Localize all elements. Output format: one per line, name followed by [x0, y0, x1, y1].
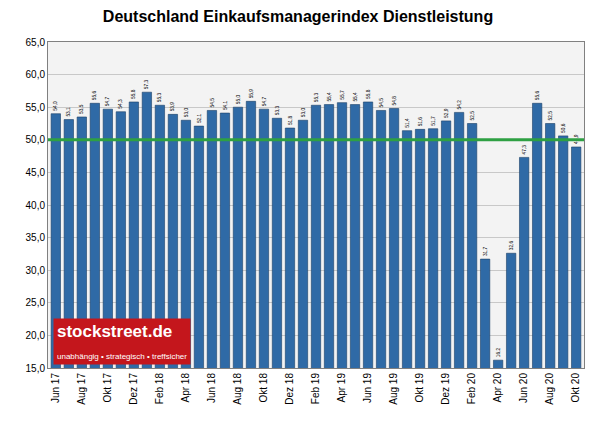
- svg-text:55,9: 55,9: [249, 89, 254, 99]
- svg-text:20,0: 20,0: [26, 330, 46, 341]
- svg-text:54,1: 54,1: [223, 100, 228, 110]
- svg-text:54,8: 54,8: [392, 96, 397, 106]
- svg-text:Jun 17: Jun 17: [50, 373, 61, 403]
- svg-text:55,4: 55,4: [327, 92, 332, 102]
- svg-text:25,0: 25,0: [26, 297, 46, 308]
- svg-text:52,5: 52,5: [548, 111, 553, 121]
- svg-text:55,0: 55,0: [236, 95, 241, 105]
- svg-text:35,0: 35,0: [26, 232, 46, 243]
- svg-text:52,9: 52,9: [444, 108, 449, 118]
- svg-text:Apr 20: Apr 20: [492, 373, 503, 403]
- svg-text:54,7: 54,7: [262, 96, 267, 106]
- svg-text:47,3: 47,3: [522, 145, 527, 155]
- svg-text:53,5: 53,5: [79, 104, 84, 114]
- svg-text:51,6: 51,6: [418, 117, 423, 127]
- svg-text:Aug 18: Aug 18: [232, 373, 243, 405]
- svg-text:Aug 19: Aug 19: [388, 373, 399, 405]
- svg-text:Jun 18: Jun 18: [206, 373, 217, 403]
- svg-text:45,0: 45,0: [26, 167, 46, 178]
- svg-text:54,0: 54,0: [53, 101, 58, 111]
- svg-text:52,5: 52,5: [470, 111, 475, 121]
- svg-text:55,3: 55,3: [157, 93, 162, 103]
- svg-text:15,0: 15,0: [26, 363, 46, 374]
- svg-text:57,3: 57,3: [144, 80, 149, 90]
- svg-text:Okt 17: Okt 17: [102, 373, 113, 403]
- svg-text:53,0: 53,0: [184, 108, 189, 118]
- svg-text:55,7: 55,7: [340, 90, 345, 100]
- svg-text:50,0: 50,0: [26, 134, 46, 145]
- svg-text:Okt 19: Okt 19: [414, 373, 425, 403]
- svg-text:55,6: 55,6: [535, 91, 540, 101]
- svg-text:Dez 17: Dez 17: [128, 373, 139, 405]
- svg-text:51,8: 51,8: [288, 115, 293, 125]
- svg-text:Aug 17: Aug 17: [76, 373, 87, 405]
- svg-text:65,0: 65,0: [26, 37, 46, 48]
- svg-text:51,7: 51,7: [431, 116, 436, 126]
- svg-text:Feb 19: Feb 19: [310, 373, 321, 405]
- svg-text:48,9: 48,9: [574, 134, 579, 144]
- svg-text:stockstreet.deunabhängig • str: stockstreet.deunabhängig • strategisch •…: [57, 322, 187, 361]
- svg-text:40,0: 40,0: [26, 200, 46, 211]
- svg-text:Jun 20: Jun 20: [518, 373, 529, 403]
- svg-text:53,0: 53,0: [301, 108, 306, 118]
- svg-text:55,8: 55,8: [366, 89, 371, 99]
- svg-text:54,2: 54,2: [457, 100, 462, 110]
- svg-text:55,6: 55,6: [92, 91, 97, 101]
- svg-text:Dez 18: Dez 18: [284, 373, 295, 405]
- svg-text:50,6: 50,6: [561, 123, 566, 133]
- svg-text:16,2: 16,2: [496, 347, 501, 357]
- svg-text:30,0: 30,0: [26, 265, 46, 276]
- svg-text:60,0: 60,0: [26, 69, 46, 80]
- svg-text:53,3: 53,3: [275, 106, 280, 116]
- svg-text:Okt 18: Okt 18: [258, 373, 269, 403]
- svg-text:31,7: 31,7: [483, 246, 488, 256]
- svg-text:53,9: 53,9: [170, 102, 175, 112]
- svg-text:Feb 18: Feb 18: [154, 373, 165, 405]
- svg-text:52,1: 52,1: [197, 113, 202, 123]
- svg-text:54,5: 54,5: [379, 98, 384, 108]
- svg-text:53,1: 53,1: [66, 107, 71, 117]
- svg-text:55,8: 55,8: [131, 89, 136, 99]
- svg-text:32,6: 32,6: [509, 241, 514, 251]
- svg-text:Okt 20: Okt 20: [570, 373, 581, 403]
- svg-text:Aug 20: Aug 20: [544, 373, 555, 405]
- svg-text:55,4: 55,4: [353, 92, 358, 102]
- svg-text:Feb 20: Feb 20: [466, 373, 477, 405]
- svg-text:54,5: 54,5: [210, 98, 215, 108]
- svg-text:Apr 19: Apr 19: [336, 373, 347, 403]
- svg-text:Deutschland Einkaufsmanagerind: Deutschland Einkaufsmanagerindex Dienstl…: [103, 8, 493, 25]
- svg-text:55,0: 55,0: [26, 102, 46, 113]
- svg-text:Jun 19: Jun 19: [362, 373, 373, 403]
- svg-text:Apr 18: Apr 18: [180, 373, 191, 403]
- svg-text:51,4: 51,4: [405, 118, 410, 128]
- svg-text:54,7: 54,7: [105, 96, 110, 106]
- svg-text:55,3: 55,3: [314, 93, 319, 103]
- svg-text:Dez 19: Dez 19: [440, 373, 451, 405]
- svg-text:54,3: 54,3: [118, 99, 123, 109]
